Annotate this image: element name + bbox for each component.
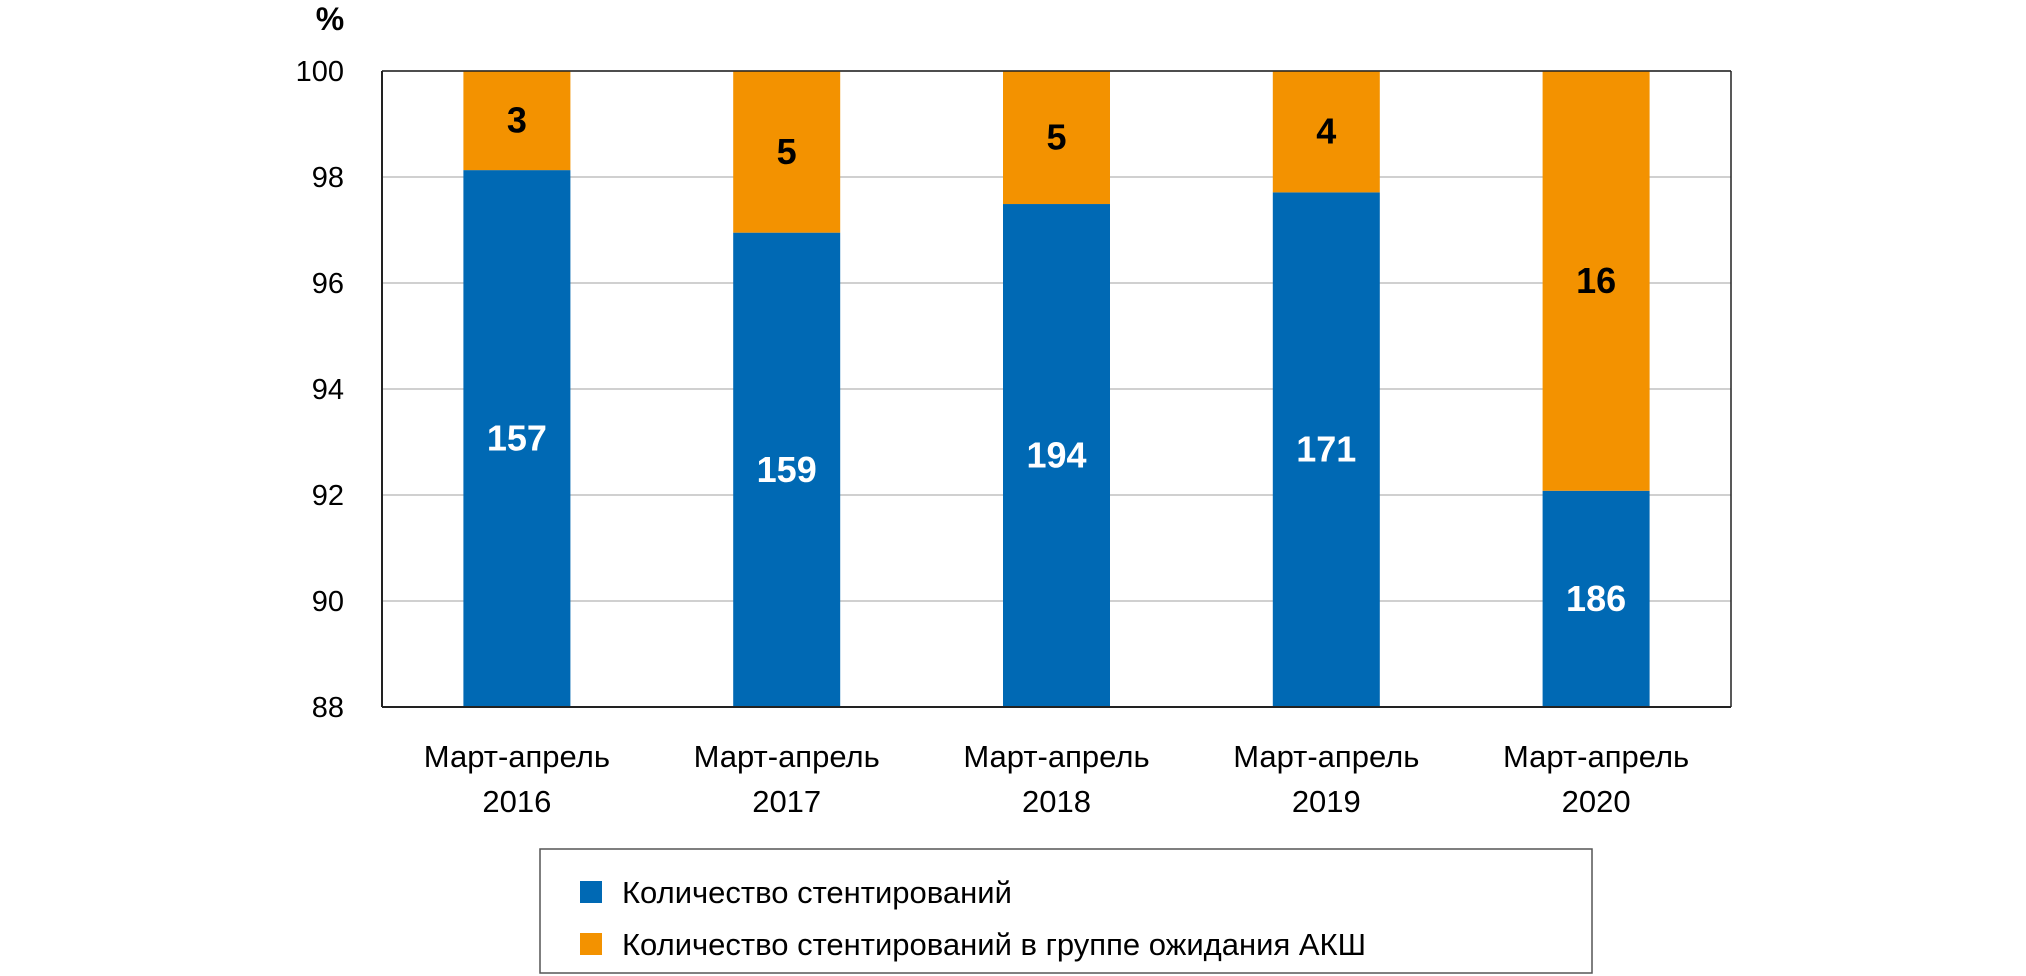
- data-label: 4: [1316, 111, 1336, 152]
- legend-label: Количество стентирований в группе ожидан…: [622, 927, 1366, 962]
- bar-segment-cabg-waiting: [733, 71, 841, 233]
- data-label: 171: [1296, 429, 1356, 470]
- bar-segment-stenting: [1003, 204, 1110, 707]
- x-tick-label: 2020: [1562, 784, 1631, 819]
- bar-segment-stenting: [733, 232, 841, 707]
- legend: Количество стентирований Количество стент…: [539, 848, 1593, 974]
- bar-segment-cabg-waiting: [1542, 71, 1650, 491]
- data-label: 186: [1566, 578, 1626, 619]
- x-tick-label: Март-апрель: [694, 739, 880, 774]
- bar-segment-cabg-waiting: [463, 71, 571, 171]
- data-label: 16: [1576, 260, 1616, 301]
- bar-segment-cabg-waiting: [1272, 71, 1380, 193]
- y-tick-label: 90: [312, 586, 344, 618]
- legend-box: [539, 848, 1593, 974]
- data-label: 5: [777, 131, 797, 172]
- legend-swatch: [580, 933, 602, 955]
- data-label: 3: [507, 100, 527, 141]
- x-tick-label: Март-апрель: [1503, 739, 1689, 774]
- y-tick-label: 94: [312, 374, 344, 406]
- x-tick-label: Март-апрель: [1233, 739, 1419, 774]
- y-tick-label: 96: [312, 268, 344, 300]
- legend-swatch: [580, 881, 602, 903]
- x-tick-label: 2016: [482, 784, 551, 819]
- legend-label: Количество стентирований: [622, 875, 1012, 910]
- x-tick-label: 2017: [752, 784, 821, 819]
- data-label: 157: [487, 418, 547, 459]
- y-tick-label: 92: [312, 480, 344, 512]
- data-label: 194: [1026, 435, 1086, 476]
- data-label: 5: [1046, 117, 1066, 158]
- x-tick-label: 2019: [1292, 784, 1361, 819]
- y-tick-label: 98: [312, 162, 344, 194]
- bar-segment-stenting: [463, 170, 571, 708]
- x-tick-label: Март-апрель: [424, 739, 610, 774]
- y-axis-label: %: [316, 1, 344, 37]
- bar-segment-cabg-waiting: [1003, 71, 1110, 205]
- x-tick-label: Март-апрель: [963, 739, 1149, 774]
- x-tick-label: 2018: [1022, 784, 1091, 819]
- data-label: 159: [757, 449, 817, 490]
- y-tick-label: 100: [296, 56, 344, 88]
- bar-segment-stenting: [1542, 490, 1650, 707]
- y-tick-label: 88: [312, 692, 344, 724]
- bar-segment-stenting: [1272, 192, 1380, 707]
